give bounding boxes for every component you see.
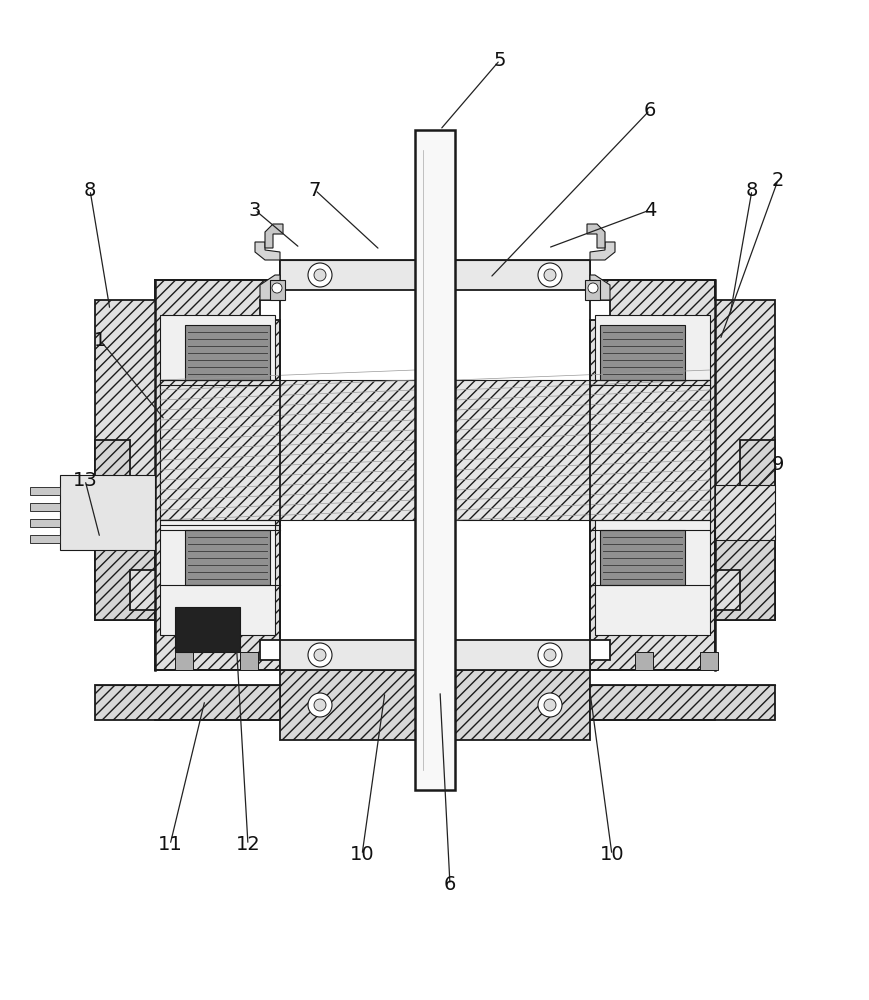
Polygon shape (587, 224, 604, 248)
Text: 7: 7 (308, 181, 321, 200)
Polygon shape (589, 260, 774, 670)
Text: 12: 12 (235, 835, 260, 854)
Text: 11: 11 (157, 835, 182, 854)
Bar (30, 535, 60, 543)
Bar (30, 503, 60, 511)
Polygon shape (589, 242, 614, 260)
Polygon shape (255, 242, 280, 260)
Bar (269, 280, 285, 300)
Bar (700, 652, 717, 670)
Bar (185, 530, 269, 585)
Circle shape (314, 699, 326, 711)
Bar (600, 530, 684, 585)
Bar (594, 315, 709, 635)
Circle shape (543, 649, 555, 661)
Text: 8: 8 (83, 181, 96, 200)
Bar (240, 652, 258, 670)
Circle shape (537, 643, 561, 667)
Circle shape (272, 283, 282, 293)
Bar (175, 652, 193, 670)
Circle shape (543, 699, 555, 711)
Bar (95, 685, 280, 720)
Polygon shape (95, 260, 280, 670)
Text: 6: 6 (643, 101, 655, 120)
Text: 13: 13 (72, 471, 97, 489)
Circle shape (537, 693, 561, 717)
Polygon shape (589, 275, 609, 300)
Text: 9: 9 (771, 456, 783, 475)
Bar (30, 487, 60, 495)
Polygon shape (714, 440, 774, 620)
Text: 10: 10 (599, 845, 624, 864)
Circle shape (308, 263, 332, 287)
Bar (454, 380, 709, 520)
Bar (714, 485, 774, 540)
Text: 6: 6 (443, 876, 455, 894)
Polygon shape (95, 440, 155, 620)
Text: 4: 4 (643, 201, 655, 220)
Circle shape (308, 643, 332, 667)
Polygon shape (265, 224, 282, 248)
Bar (600, 325, 684, 380)
Bar (30, 519, 60, 527)
Bar (280, 640, 589, 670)
Text: 10: 10 (349, 845, 374, 864)
Bar (280, 670, 589, 740)
Text: 5: 5 (494, 51, 506, 70)
Circle shape (543, 269, 555, 281)
Bar (415, 130, 454, 790)
Bar (185, 325, 269, 380)
Circle shape (537, 263, 561, 287)
Bar (634, 652, 653, 670)
Bar (160, 380, 415, 520)
Text: 8: 8 (745, 181, 757, 200)
Bar (589, 685, 774, 720)
Circle shape (314, 269, 326, 281)
Bar (584, 280, 600, 300)
Text: 2: 2 (771, 171, 783, 190)
Circle shape (308, 693, 332, 717)
Bar (60, 475, 155, 550)
Circle shape (314, 649, 326, 661)
Bar (160, 315, 275, 635)
Bar (175, 607, 240, 652)
Text: 3: 3 (249, 201, 261, 220)
Circle shape (587, 283, 597, 293)
Polygon shape (260, 275, 280, 300)
Text: 1: 1 (94, 330, 106, 350)
Bar (280, 260, 589, 290)
